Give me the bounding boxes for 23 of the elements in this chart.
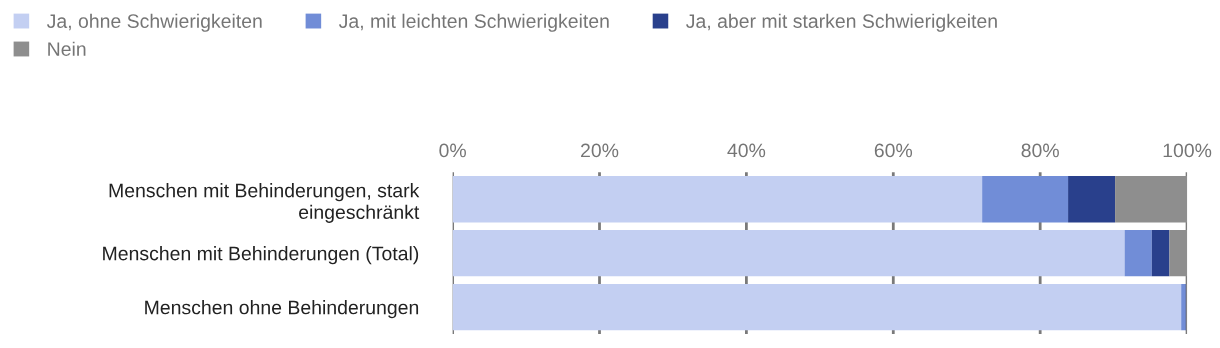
x-tick-label: 40% [727,143,766,158]
legend-label: Ja, mit leichten Schwierigkeiten [338,13,609,32]
bar [1124,229,1152,277]
bar [1115,176,1188,223]
x-tick-label: 0% [439,143,466,158]
bar [1181,283,1186,331]
bar [1151,229,1170,277]
legend-label: Ja, aber mit starken Schwierigkeiten [686,13,997,32]
y-tick-label: Menschen mit Behinderungen (Total) [103,246,419,265]
bar [1169,229,1188,277]
bar [452,283,1182,331]
x-tick-label: 80% [1021,143,1059,158]
legend-label: Nein [48,41,86,56]
bar [452,229,1125,277]
bar [1068,176,1116,223]
bar [452,176,983,223]
bar [982,176,1069,223]
legend-label: Ja, ohne Schwierigkeiten [46,13,262,32]
x-tick-label: 100% [1163,143,1212,158]
y-tick-label: Menschen mit Behinderungen, stark eingeschränkt [109,183,420,223]
y-tick-label: Menschen ohne Behinderungen [145,300,419,319]
x-tick-label: 20% [581,143,619,158]
x-tick-label: 60% [874,143,913,158]
